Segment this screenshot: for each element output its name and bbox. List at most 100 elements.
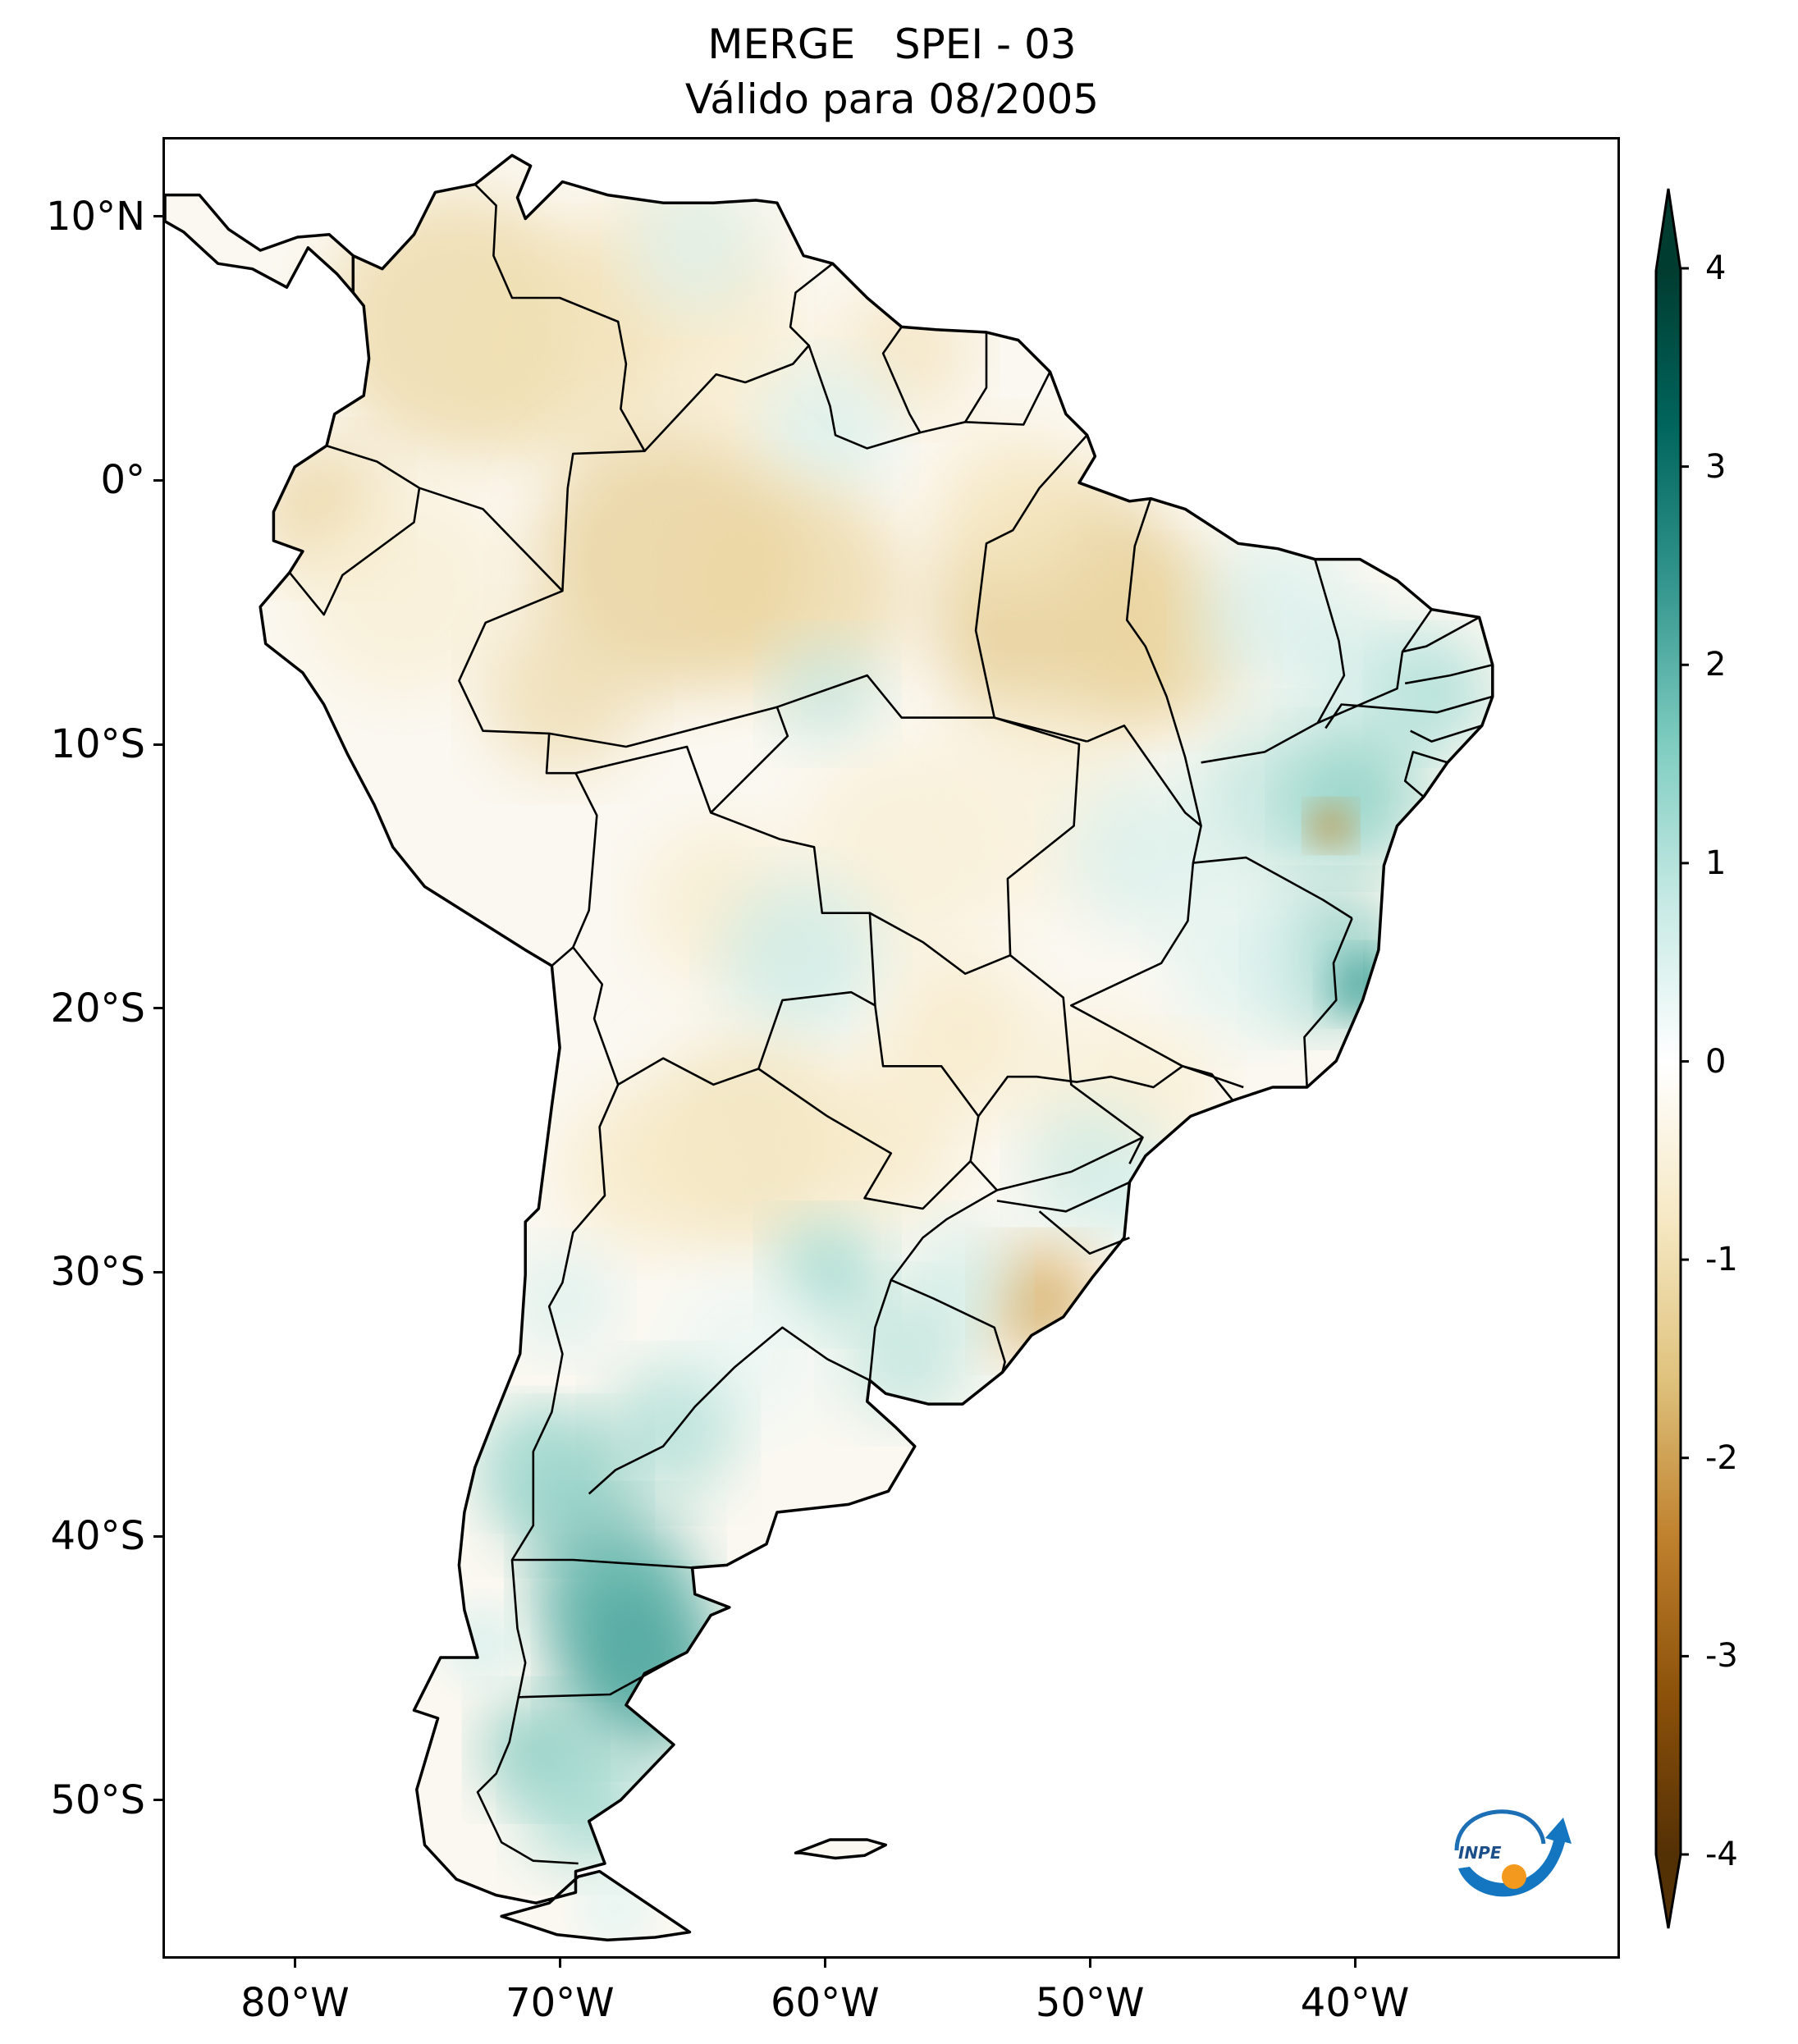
spei-anomaly	[933, 429, 1093, 588]
x-tick	[558, 1959, 561, 1968]
border-line	[1125, 498, 1202, 826]
border-line	[1324, 695, 1494, 729]
x-tick-label: 60°W	[770, 1980, 880, 2026]
border-line	[776, 674, 1088, 743]
spei-anomaly	[1172, 878, 1331, 1037]
colorbar-body	[1656, 271, 1681, 1854]
y-tick	[153, 478, 162, 482]
spei-anomaly	[801, 1063, 960, 1223]
logo-swoosh-icon	[1458, 1818, 1572, 1897]
y-tick	[153, 1270, 162, 1273]
spei-anomaly	[1291, 733, 1424, 866]
colorbar-extend-bottom	[1656, 1854, 1681, 1928]
spei-anomaly	[443, 1604, 523, 1685]
colorbar-tick-label: 0	[1705, 1042, 1727, 1081]
y-tick	[153, 1007, 162, 1010]
spei-anomaly	[509, 1248, 615, 1354]
y-tick-label: 40°S	[50, 1513, 145, 1560]
colorbar-extend-top	[1656, 189, 1681, 271]
x-tick	[1088, 1959, 1091, 1968]
spei-anomaly	[483, 1406, 589, 1512]
border-line	[643, 263, 834, 452]
colorbar-tick-label: 2	[1705, 646, 1727, 684]
colorbar-tick-label: 1	[1705, 844, 1727, 882]
border-line	[920, 332, 988, 434]
spei-anomaly	[1105, 1155, 1186, 1236]
logo-orbit-icon	[1454, 1809, 1546, 1851]
border-line	[588, 1326, 887, 1495]
border-line	[996, 1136, 1144, 1191]
border-line	[476, 1084, 620, 1865]
spei-field	[165, 155, 1493, 1941]
border-line	[974, 434, 1088, 718]
chart-title: MERGE SPEI - 03	[707, 21, 1077, 68]
x-tick-label: 80°W	[240, 1980, 350, 2026]
x-tick-label: 70°W	[506, 1980, 615, 2026]
spei-anomaly	[721, 878, 881, 1037]
inpe-logo: INPE	[1454, 1809, 1572, 1897]
border-line	[1404, 664, 1494, 685]
logo-text: INPE	[1458, 1843, 1502, 1863]
country-borders	[288, 183, 1494, 1865]
spei-anomaly	[562, 1591, 722, 1750]
spei-anomaly	[297, 482, 510, 694]
colorbar-tick-label: 3	[1705, 447, 1727, 486]
y-tick-label: 10°N	[46, 193, 145, 240]
spei-anomaly	[629, 179, 762, 312]
border-line	[1087, 725, 1353, 920]
spei-anomaly	[694, 482, 908, 694]
border-line	[326, 183, 646, 592]
spei-anomaly	[523, 1736, 656, 1869]
spei-anomaly	[1384, 641, 1490, 747]
y-tick	[153, 743, 162, 746]
y-tick	[153, 1799, 162, 1802]
border-line	[757, 1005, 980, 1210]
border-line	[1201, 559, 1346, 764]
x-tick	[293, 1959, 296, 1968]
border-line	[1403, 751, 1448, 798]
spei-anomaly	[774, 641, 881, 747]
y-tick-label: 0°	[100, 457, 145, 504]
y-tick-label: 20°S	[50, 985, 145, 1031]
border-line	[1410, 725, 1483, 743]
border-line	[807, 326, 922, 450]
x-tick-label: 50°W	[1035, 1980, 1145, 2026]
colorbar	[1654, 188, 1689, 1929]
border-line	[1303, 917, 1353, 1088]
x-tick	[823, 1959, 826, 1968]
colorbar-tick-label: 4	[1705, 249, 1727, 287]
y-tick-label: 30°S	[50, 1249, 145, 1296]
logo-sun-icon	[1502, 1864, 1526, 1889]
spei-anomaly	[562, 1090, 722, 1249]
spei-anomaly	[1310, 804, 1352, 848]
border-line	[572, 745, 876, 1086]
border-line	[512, 1558, 693, 1569]
border-line	[548, 706, 789, 814]
border-line	[977, 1065, 1234, 1118]
border-line	[996, 1181, 1130, 1213]
spei-anomaly	[761, 364, 894, 496]
border-line	[869, 912, 1011, 975]
spei-anomaly	[1065, 773, 1225, 932]
border-line	[288, 487, 421, 616]
colorbar-tick-label: -3	[1705, 1637, 1738, 1676]
x-tick	[1353, 1959, 1357, 1968]
y-tick-label: 50°S	[50, 1776, 145, 1823]
border-line	[890, 1278, 1006, 1373]
x-tick-label: 40°W	[1300, 1980, 1410, 2026]
y-tick	[153, 1534, 162, 1538]
map-frame[interactable]	[162, 137, 1620, 1959]
border-line	[994, 716, 1144, 1164]
colorbar-tick-label: -4	[1705, 1836, 1738, 1873]
border-line	[1402, 616, 1480, 653]
coastline	[165, 153, 1494, 1942]
border-line	[1038, 1210, 1130, 1255]
border-line	[965, 371, 1051, 426]
y-tick	[153, 215, 162, 218]
spei-anomaly	[483, 615, 643, 774]
colorbar-tick-label: -1	[1705, 1241, 1738, 1279]
colorbar-tick-label: -2	[1705, 1438, 1738, 1477]
chart-subtitle: Válido para 08/2005	[684, 75, 1100, 123]
map-canvas[interactable]	[165, 139, 1620, 1959]
border-line	[458, 589, 598, 967]
